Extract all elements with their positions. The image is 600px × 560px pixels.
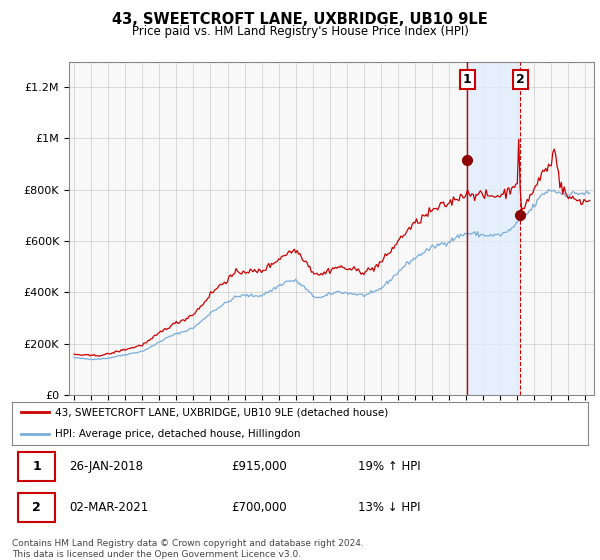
- Text: 1: 1: [32, 460, 41, 473]
- Text: 2: 2: [32, 501, 41, 514]
- FancyBboxPatch shape: [18, 451, 55, 480]
- Text: 19% ↑ HPI: 19% ↑ HPI: [358, 460, 420, 473]
- Bar: [467, 62, 520, 395]
- Text: Contains HM Land Registry data © Crown copyright and database right 2024.
This d: Contains HM Land Registry data © Crown c…: [12, 539, 364, 559]
- Text: 2: 2: [516, 73, 524, 86]
- Text: Price paid vs. HM Land Registry's House Price Index (HPI): Price paid vs. HM Land Registry's House …: [131, 25, 469, 38]
- Text: £915,000: £915,000: [231, 460, 287, 473]
- FancyBboxPatch shape: [18, 493, 55, 522]
- Text: 26-JAN-2018: 26-JAN-2018: [70, 460, 143, 473]
- Text: 02-MAR-2021: 02-MAR-2021: [70, 501, 149, 514]
- Text: HPI: Average price, detached house, Hillingdon: HPI: Average price, detached house, Hill…: [55, 430, 301, 439]
- Text: 43, SWEETCROFT LANE, UXBRIDGE, UB10 9LE (detached house): 43, SWEETCROFT LANE, UXBRIDGE, UB10 9LE …: [55, 408, 388, 417]
- Text: 1: 1: [463, 73, 472, 86]
- Text: 43, SWEETCROFT LANE, UXBRIDGE, UB10 9LE: 43, SWEETCROFT LANE, UXBRIDGE, UB10 9LE: [112, 12, 488, 27]
- Text: 13% ↓ HPI: 13% ↓ HPI: [358, 501, 420, 514]
- Text: £700,000: £700,000: [231, 501, 287, 514]
